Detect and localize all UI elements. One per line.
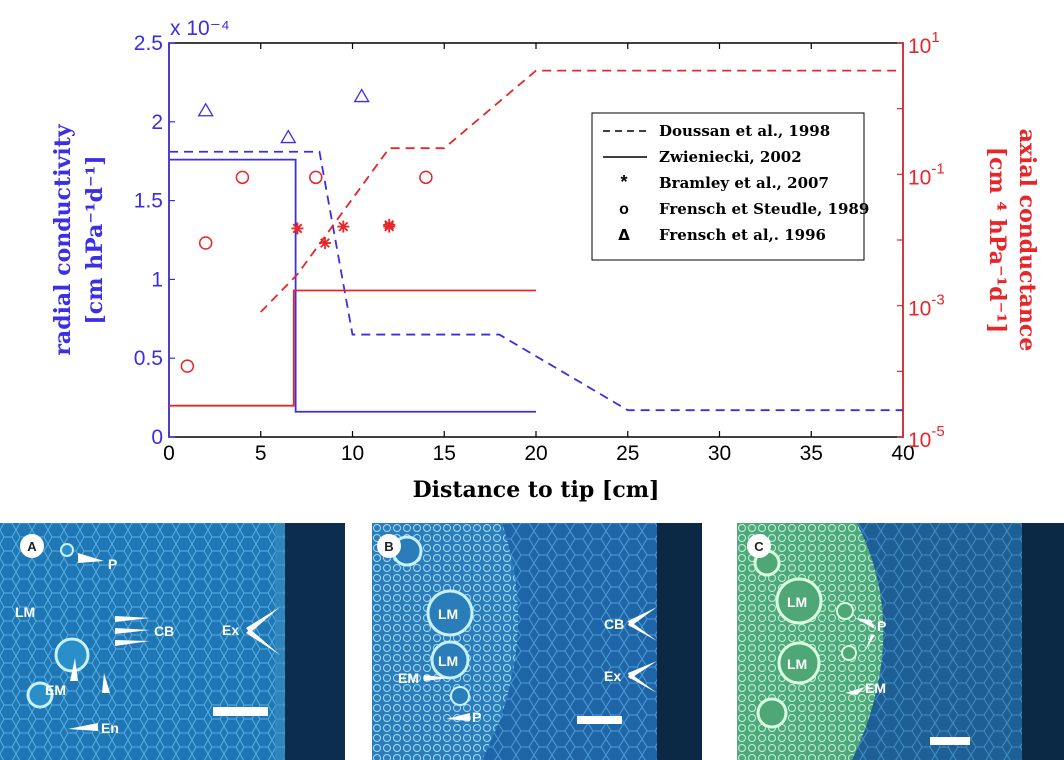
x-tick-label: 40 — [891, 442, 914, 465]
legend-symbol-star: * — [620, 172, 627, 192]
marker-star — [383, 218, 396, 231]
x-tick-label: 30 — [708, 442, 731, 465]
left-axis-label-line1: radial conductivity — [50, 123, 76, 356]
legend: * o Δ Doussan et al., 1998 Zwieniecki, 2… — [591, 112, 869, 261]
marker-star-stroke — [384, 219, 395, 230]
left-tick-label: 0 — [151, 426, 163, 449]
x-tick-label: 5 — [255, 442, 267, 465]
panel-a-label-lm: LM — [15, 604, 35, 620]
legend-entry-zwieniecki: Zwieniecki, 2002 — [659, 148, 802, 166]
panel-a-label-ex: Ex — [222, 622, 239, 638]
right-axis: 10-5 10-3 10-1 101 — [897, 29, 945, 452]
panel-a-label-p: P — [108, 556, 117, 572]
marker-circle — [180, 359, 195, 373]
panel-a-letter-text: A — [27, 539, 37, 554]
legend-entry-doussan: Doussan et al., 1998 — [659, 122, 830, 140]
panel-a-letter — [20, 534, 44, 558]
panel-a-label-en: En — [101, 720, 119, 736]
series-group — [169, 69, 903, 413]
legend-symbol-circle: o — [619, 201, 629, 218]
micrograph-panel-b: B LM LM CB Ex EM P — [372, 523, 702, 760]
left-tick-label: 2 — [151, 111, 163, 134]
right-tick-label: 101 — [908, 29, 940, 58]
marker-circle — [419, 170, 433, 185]
x-tick-label: 0 — [163, 442, 175, 465]
panel-b-label-cb: CB — [604, 616, 624, 632]
panel-b-label-p: P — [472, 709, 481, 725]
left-tick-label: 2.5 — [134, 32, 163, 55]
right-tick-label: 10-1 — [908, 160, 945, 189]
series-line-left-solid — [169, 158, 536, 413]
panel-b-label-lm-1: LM — [438, 606, 458, 622]
panel-b-letter — [377, 534, 401, 558]
marker-circle — [198, 236, 213, 250]
marker-star — [337, 220, 350, 233]
series-line-right-solid — [169, 289, 536, 407]
left-tick-label: 1 — [151, 268, 163, 291]
marker-star-stroke — [292, 223, 303, 234]
left-axis: 0 0.5 1 1.5 2 2.5 — [134, 32, 175, 449]
marker-triangle — [353, 88, 370, 103]
panel-c-label-lm-1: LM — [787, 594, 807, 610]
x-axis-label: Distance to tip [cm] — [413, 477, 660, 503]
left-axis-label-line2: [cm hPa⁻¹d⁻¹] — [82, 155, 108, 324]
panel-b-label-ex: Ex — [604, 668, 621, 684]
left-tick-label: 1.5 — [134, 190, 163, 213]
marker-circle — [309, 170, 323, 185]
legend-entry-bramley: Bramley et al., 2007 — [659, 174, 829, 192]
marker-star-stroke — [320, 238, 330, 248]
panel-c-label-lm-2: LM — [787, 656, 807, 672]
x-tick-label: 20 — [524, 442, 547, 465]
panel-c-letter — [747, 534, 771, 558]
conductivity-chart: 0 5 10 15 20 25 30 35 40 00.511.522.5 10-510-310… — [50, 17, 1040, 503]
micrograph-panel-c: C LM P LM EM — [737, 523, 1064, 760]
panel-c-label-em: EM — [865, 680, 886, 696]
legend-symbol-triangle: Δ — [618, 226, 630, 244]
x-tick-label: 35 — [800, 442, 823, 465]
left-axis-multiplier: x 10⁻⁴ — [170, 17, 230, 40]
marker-star-stroke — [338, 221, 349, 232]
panel-b-letter-text: B — [384, 539, 393, 554]
panel-b-label-em: EM — [398, 670, 419, 686]
legend-box — [591, 112, 865, 261]
marker-triangle — [280, 129, 297, 144]
panel-a-label-cb: CB — [154, 623, 174, 639]
panel-c-label-p: P — [877, 618, 886, 634]
panel-a-label-em: EM — [45, 682, 66, 698]
legend-entry-frensch-steudle: Frensch et Steudle, 1989 — [659, 200, 869, 218]
panel-c-letter-text: C — [754, 539, 764, 554]
x-tick-label: 15 — [433, 442, 456, 465]
marker-triangle — [197, 102, 214, 117]
right-tick-label: 10-5 — [908, 423, 945, 452]
marker-star — [318, 237, 331, 250]
legend-entry-frensch-1996: Frensch et al,. 1996 — [659, 226, 826, 244]
x-tick-label: 25 — [616, 442, 639, 465]
panel-b-label-lm-2: LM — [438, 653, 458, 669]
right-axis-label-line2: [cm ⁴ hPa⁻¹d⁻¹] — [984, 147, 1010, 334]
x-axis: 0 5 10 15 20 25 30 35 40 — [163, 43, 915, 465]
series-line-left-dashed — [169, 150, 903, 412]
marker-star — [291, 222, 304, 235]
marker-circle — [235, 170, 250, 185]
right-tick-label: 10-3 — [908, 292, 945, 321]
x-tick-label: 10 — [341, 442, 364, 465]
micrograph-panel-a: A P LM CB Ex EM En — [0, 523, 345, 760]
right-axis-label-line1: axial conductance — [1014, 129, 1040, 352]
left-tick-label: 0.5 — [134, 347, 163, 370]
